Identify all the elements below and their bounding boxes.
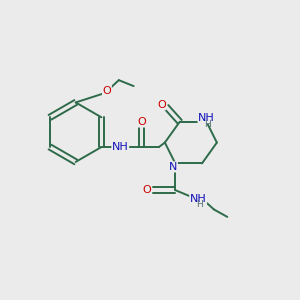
Text: O: O — [103, 85, 111, 96]
Text: O: O — [137, 117, 146, 127]
Text: NH: NH — [112, 142, 129, 152]
Text: NH: NH — [198, 113, 215, 123]
Text: O: O — [143, 185, 152, 195]
Text: NH: NH — [190, 194, 206, 204]
Text: H: H — [204, 120, 210, 129]
Text: O: O — [157, 100, 166, 110]
Text: H: H — [196, 200, 202, 209]
Text: N: N — [169, 162, 177, 172]
